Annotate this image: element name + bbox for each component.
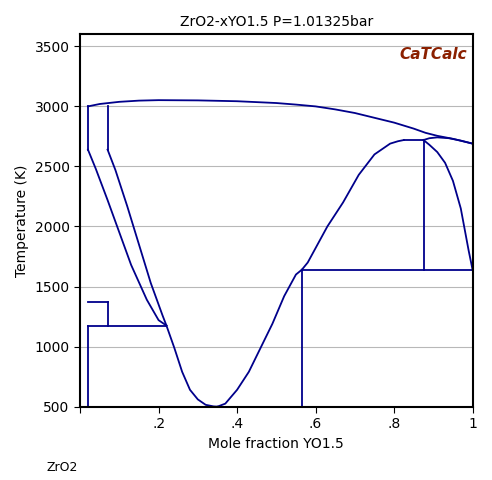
Title: ZrO2-xYO1.5 P=1.01325bar: ZrO2-xYO1.5 P=1.01325bar <box>180 15 373 29</box>
Y-axis label: Temperature (K): Temperature (K) <box>15 164 29 276</box>
Text: CaTCalc: CaTCalc <box>399 48 467 62</box>
X-axis label: Mole fraction YO1.5: Mole fraction YO1.5 <box>209 437 344 451</box>
Text: ZrO2: ZrO2 <box>47 461 78 474</box>
